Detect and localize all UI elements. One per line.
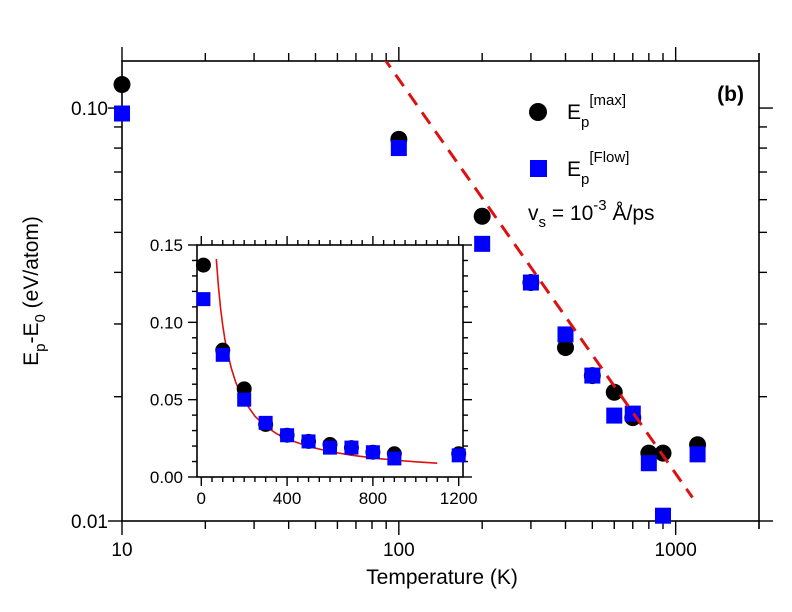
inset-point-flow	[387, 451, 402, 466]
point-flow	[584, 367, 601, 384]
inset-point-flow	[301, 434, 316, 449]
point-max	[605, 383, 623, 401]
point-flow	[522, 274, 539, 291]
point-max	[113, 76, 131, 94]
point-max	[473, 207, 491, 225]
main-plot-frame	[121, 60, 760, 522]
x-tick-label: 10	[111, 540, 132, 561]
point-flow	[606, 407, 623, 424]
point-flow	[654, 507, 671, 524]
inset-x-tick-label: 0	[197, 489, 206, 508]
inset-point-flow	[344, 440, 359, 455]
inset-point-max	[195, 257, 211, 273]
inset-y-tick-label: 0.10	[150, 313, 183, 332]
inset-point-flow	[365, 445, 380, 460]
inset-point-flow	[280, 428, 295, 443]
legend-marker-max	[529, 103, 547, 121]
inset-point-flow	[451, 448, 466, 463]
legend-label-max: Ep[max]	[567, 92, 626, 131]
point-flow	[557, 326, 574, 343]
inset-y-tick-label: 0.00	[150, 468, 183, 487]
inset-x-tick-label: 800	[359, 489, 387, 508]
y-tick-label: 0.10	[71, 99, 108, 120]
main-tick-labels: 10 100 1000 0.10 0.01	[71, 99, 697, 561]
x-axis-title: Temperature (K)	[366, 566, 518, 589]
inset-y-tick-label: 0.15	[150, 236, 183, 255]
point-flow	[689, 446, 706, 463]
point-flow	[474, 235, 491, 252]
inset-point-flow	[215, 347, 230, 362]
inset-point-flow	[323, 440, 337, 455]
inset-fit-curve	[215, 258, 438, 465]
inset: 0 400 800 1200 0.00 0.05 0.10 0.15	[150, 236, 478, 508]
point-flow	[390, 140, 407, 157]
inset-point-flow	[196, 292, 211, 307]
main-axis-ticks	[108, 47, 773, 535]
inset-axis-ticks	[188, 236, 472, 486]
inset-x-tick-label: 1200	[440, 489, 478, 508]
fit-line-dashed	[384, 61, 694, 499]
inset-y-tick-label: 0.05	[150, 391, 183, 410]
point-max	[557, 339, 575, 357]
x-tick-label: 100	[383, 540, 415, 561]
inset-series	[195, 257, 467, 466]
panel-label: (b)	[717, 83, 744, 106]
legend-label-flow: Ep[Flow]	[567, 149, 629, 188]
point-flow	[640, 455, 657, 472]
main-series	[113, 61, 707, 524]
inset-point-flow	[258, 415, 273, 430]
inset-point-max	[236, 381, 252, 397]
inset-tick-labels: 0 400 800 1200 0.00 0.05 0.10 0.15	[150, 236, 478, 508]
legend-marker-flow	[530, 160, 547, 177]
legend: Ep[max] Ep[Flow]	[529, 92, 629, 188]
y-tick-label: 0.01	[71, 512, 108, 533]
x-tick-label: 1000	[655, 540, 697, 561]
inset-x-tick-label: 400	[273, 489, 301, 508]
y-axis-title: Ep-E0 (eV/atom)	[20, 216, 49, 366]
point-flow	[114, 105, 130, 122]
velocity-annotation: vs = 10-3 Å/ps	[528, 197, 655, 231]
inset-point-flow	[237, 392, 252, 407]
